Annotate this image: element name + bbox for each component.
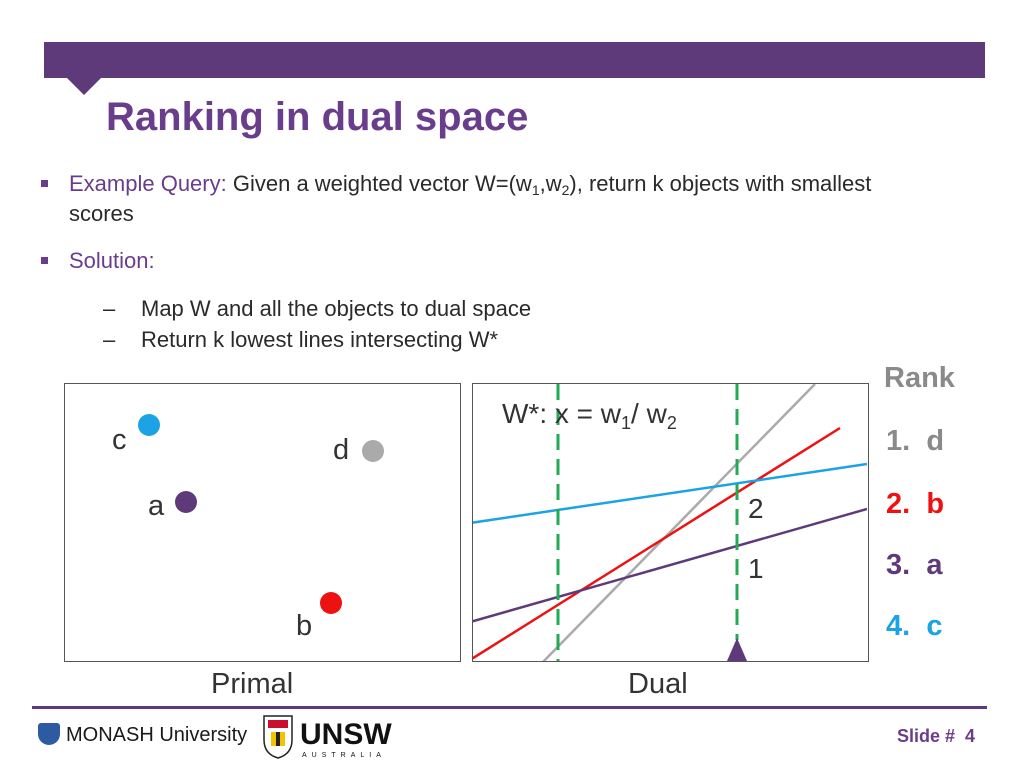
rank-number: 3. <box>886 549 911 581</box>
query-rest: ), return k objects with smallest <box>569 171 872 196</box>
dual-caption: Dual <box>628 668 688 700</box>
rank-item-1: 1. d <box>886 425 944 458</box>
rank-number: 2. <box>886 488 911 520</box>
query-sub-1: 1 <box>531 182 540 198</box>
query-comma: ,w <box>539 171 562 196</box>
slide-label: Slide # <box>897 726 956 746</box>
rank-number: 1. <box>886 425 911 457</box>
header-banner <box>44 42 985 78</box>
rank-item-2: 2. b <box>886 488 944 521</box>
point-label-a: a <box>148 490 165 522</box>
header-banner-tip <box>66 77 102 95</box>
query-text: Given a weighted vector W=(w <box>232 171 532 196</box>
query-sub-2: 2 <box>561 182 570 198</box>
dual-line-c <box>473 462 867 524</box>
rank-label: a <box>926 549 943 581</box>
unsw-logo-text: UNSW <box>300 718 392 751</box>
point-d <box>362 440 384 462</box>
point-a <box>175 491 197 513</box>
step-2: Return k lowest lines intersecting W* <box>141 327 499 352</box>
footer-divider <box>32 706 987 709</box>
rank-item-4: 4. c <box>886 610 942 643</box>
solution-label: Solution: <box>69 248 155 273</box>
step-1: Map W and all the objects to dual space <box>141 296 532 321</box>
dual-line-d <box>542 384 816 661</box>
point-b <box>320 592 342 614</box>
monash-logo-text: MONASH University <box>66 724 248 746</box>
intersection-label-1: 1 <box>748 553 764 584</box>
dual-panel <box>472 383 869 662</box>
slide-number: Slide # 4 <box>897 726 975 747</box>
bullet-marker <box>41 180 48 187</box>
rank-number: 4. <box>886 610 911 642</box>
dash-marker: – <box>103 327 116 352</box>
point-label-d: d <box>333 434 350 466</box>
unsw-crest-icon <box>263 715 293 759</box>
point-label-b: b <box>296 610 313 642</box>
primal-panel <box>64 383 461 662</box>
rank-label: d <box>926 425 945 457</box>
point-c <box>138 414 160 436</box>
query-label: Example Query: <box>69 171 227 196</box>
dash-marker: – <box>103 296 116 321</box>
bullet-query: Example Query: Given a weighted vector W… <box>69 169 1009 205</box>
rank-item-3: 3. a <box>886 549 942 582</box>
query-continuation: scores <box>69 201 134 226</box>
monash-logo: MONASH University <box>38 723 247 747</box>
intersection-label-2: 2 <box>748 493 764 524</box>
rank-label: c <box>926 610 943 642</box>
point-label-c: c <box>112 424 127 456</box>
unsw-logo: UNSW AUSTRALIA <box>262 714 412 765</box>
bullet-marker <box>41 257 48 264</box>
rank-label: b <box>926 488 945 520</box>
primal-caption: Primal <box>211 668 294 700</box>
monash-shield-icon <box>38 723 60 745</box>
dual-line-a <box>473 507 867 623</box>
slide-title: Ranking in dual space <box>106 95 529 139</box>
rank-title: Rank <box>884 362 955 394</box>
unsw-logo-subtext: AUSTRALIA <box>302 752 386 759</box>
dual-line-b <box>473 426 841 660</box>
slide-number-value: 4 <box>965 726 976 746</box>
query-marker-triangle <box>727 638 747 661</box>
query-line-label: W*: x = w1/ w2 <box>502 398 677 433</box>
